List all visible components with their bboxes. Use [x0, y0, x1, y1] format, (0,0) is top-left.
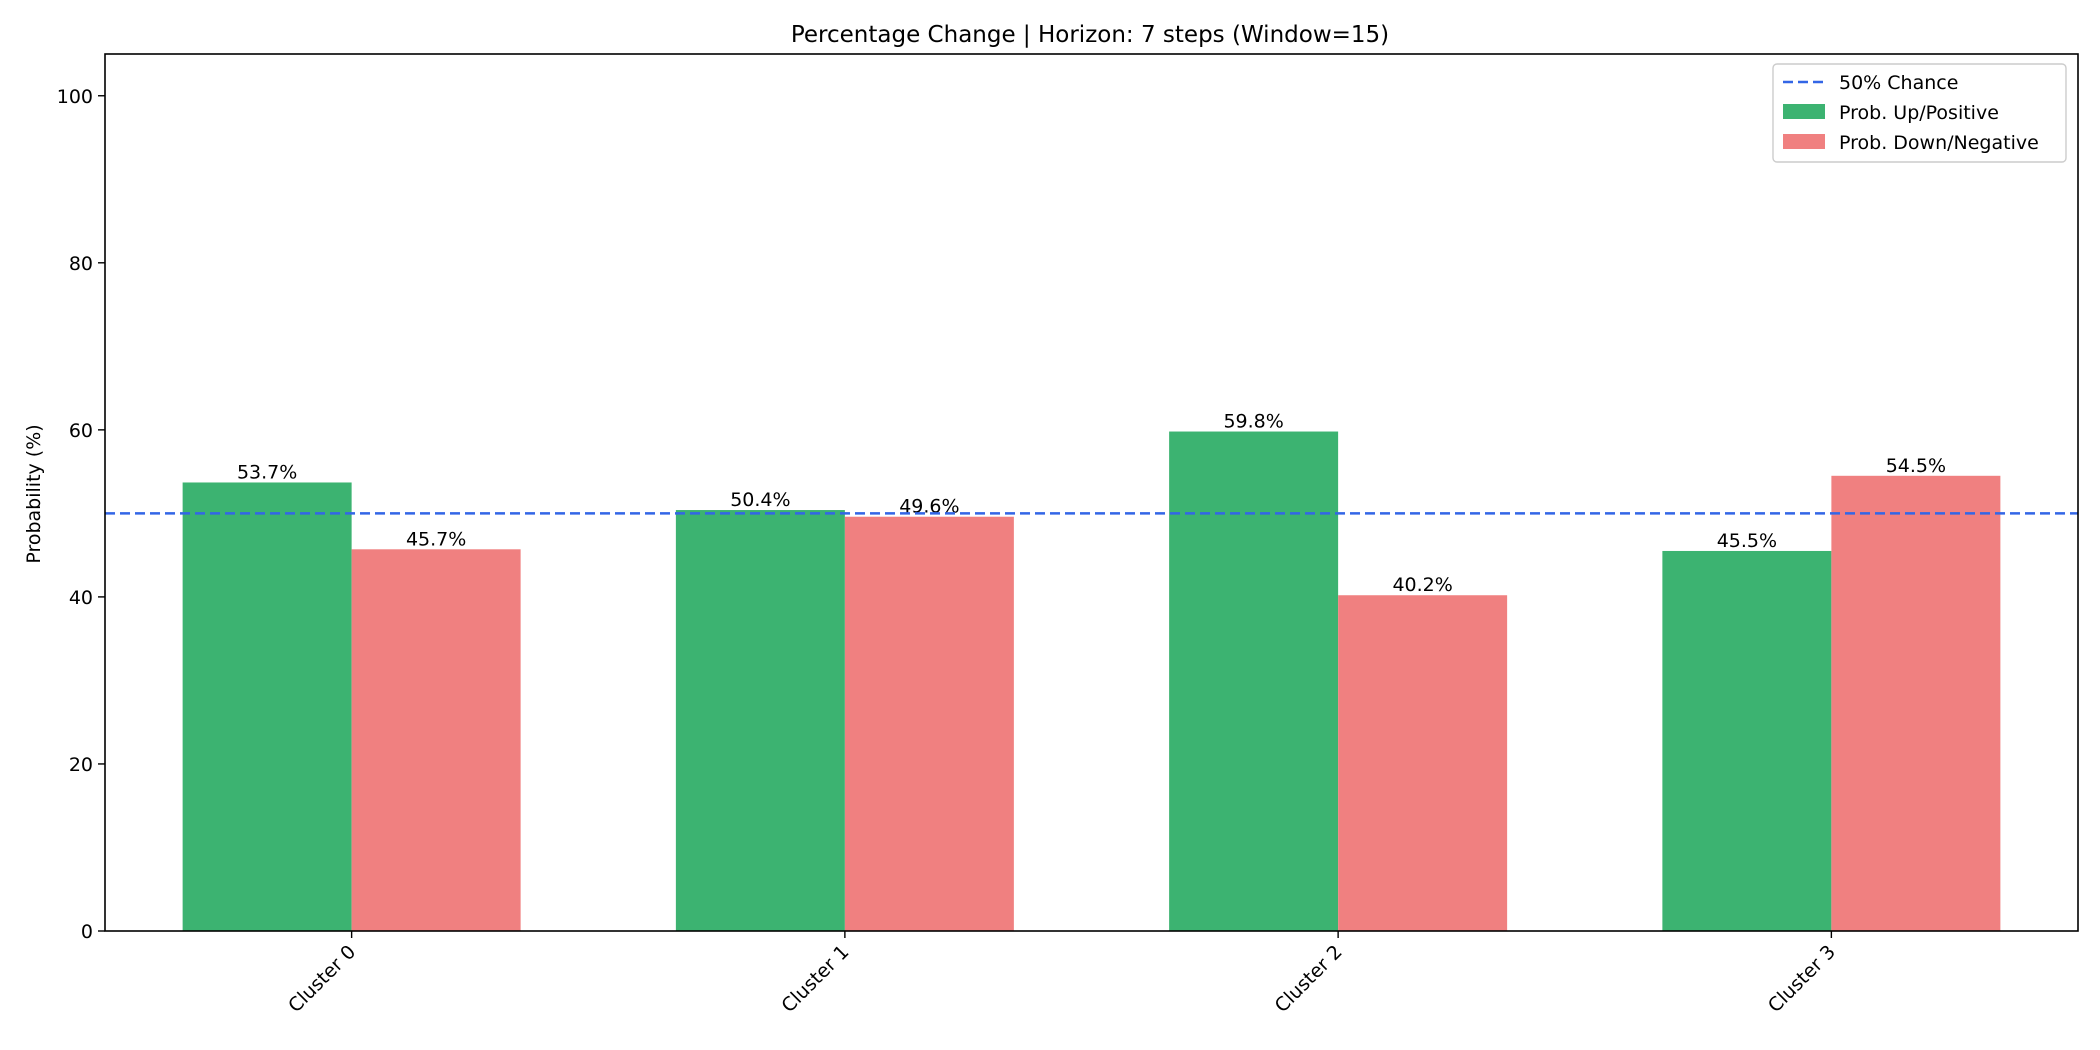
data-label: 59.8% — [1223, 411, 1283, 433]
bar-down-0 — [351, 549, 521, 931]
data-label: 54.5% — [1886, 455, 1946, 477]
legend-frame — [1772, 63, 2067, 163]
plot-area: 53.7% 50.4% 59.8% 45.5% 45.7% 49.6% 40.2% 54.5%… — [57, 53, 2079, 1017]
y-tick-label: 80 — [69, 253, 93, 275]
data-label: 40.2% — [1392, 574, 1452, 596]
x-tick-label: Cluster 3 — [1764, 941, 1840, 1017]
x-tick-label: Cluster 0 — [284, 941, 360, 1017]
plot-frame — [104, 53, 2079, 932]
data-label: 49.6% — [899, 496, 959, 518]
y-tick-label: 60 — [69, 420, 93, 442]
bar-up-2 — [1169, 431, 1339, 931]
bar-up-0 — [182, 482, 352, 931]
bar-down-1 — [844, 516, 1014, 931]
legend-label-down: Prob. Down/Negative — [1839, 132, 2039, 154]
legend: 50% Chance Prob. Up/Positive Prob. Down/Ne… — [1772, 63, 2067, 163]
x-tick-label: Cluster 2 — [1271, 941, 1347, 1017]
bar-down-2 — [1338, 595, 1508, 931]
data-label: 45.7% — [406, 528, 466, 550]
y-axis-label: Probability (%) — [23, 424, 45, 563]
x-tick-label: Cluster 1 — [777, 941, 853, 1017]
chart-title: Percentage Change | Horizon: 7 steps (Wi… — [791, 22, 1389, 48]
data-label: 50.4% — [730, 489, 790, 511]
y-tick-label: 0 — [81, 921, 93, 943]
legend-label-reference: 50% Chance — [1839, 72, 1958, 94]
y-tick-label: 40 — [69, 587, 93, 609]
y-tick-label: 100 — [57, 86, 93, 108]
legend-swatch-down — [1783, 134, 1825, 149]
bar-up-3 — [1662, 550, 1832, 931]
y-tick-label: 20 — [69, 754, 93, 776]
data-label: 53.7% — [237, 461, 297, 483]
bar-up-1 — [675, 510, 845, 931]
legend-swatch-up — [1783, 104, 1825, 119]
legend-label-up: Prob. Up/Positive — [1839, 102, 1999, 124]
data-label: 45.5% — [1717, 530, 1777, 552]
bar-down-3 — [1831, 475, 2001, 931]
